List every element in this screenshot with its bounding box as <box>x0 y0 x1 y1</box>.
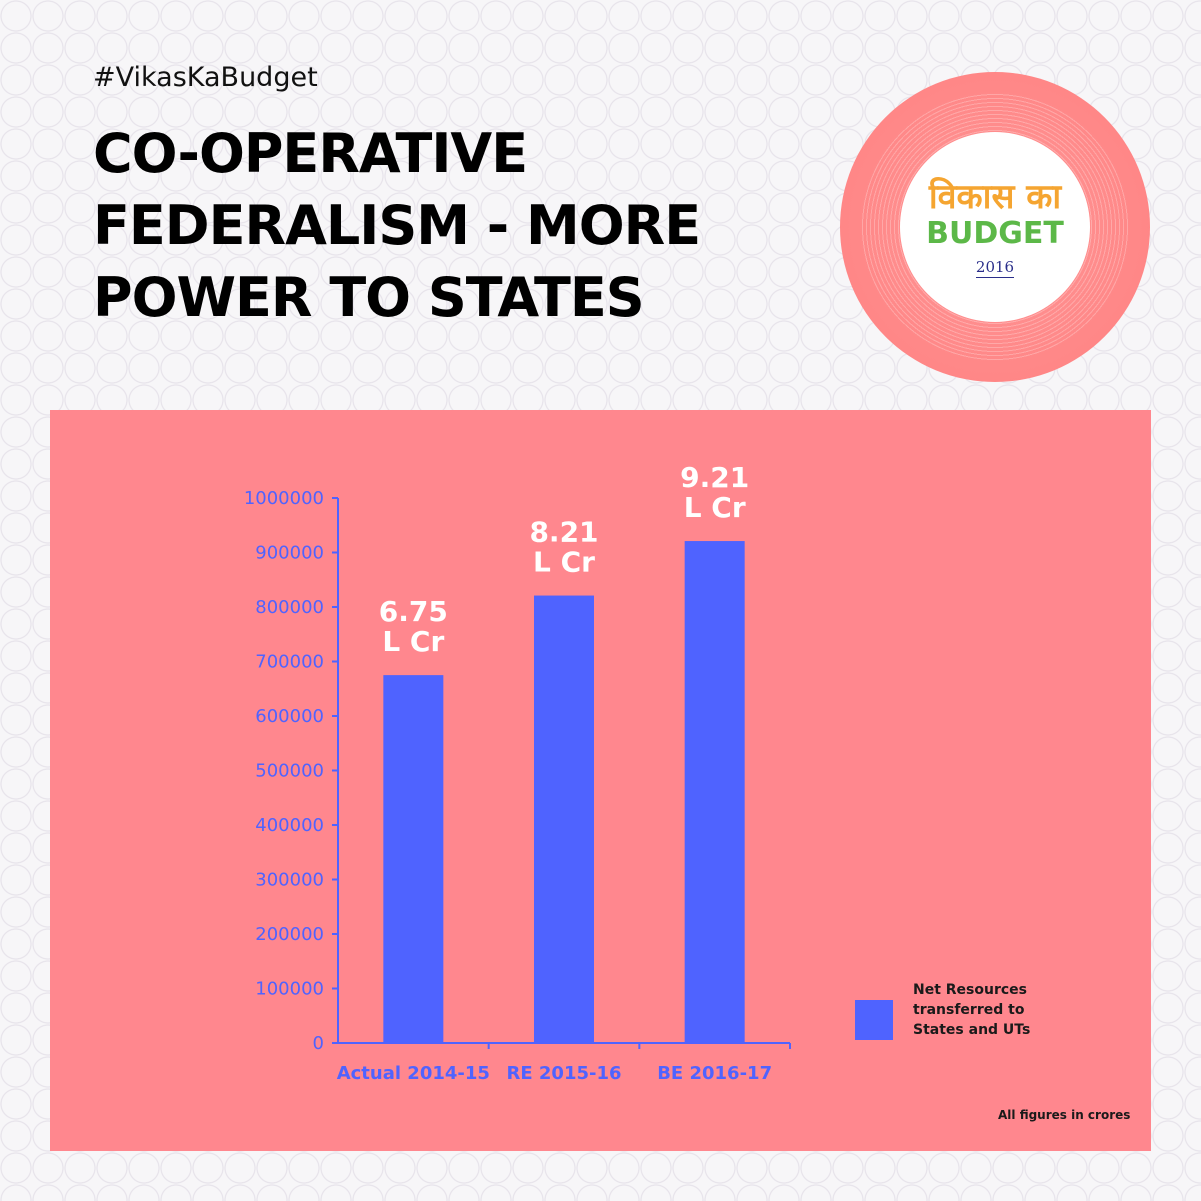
y-tick-label: 300000 <box>255 870 324 891</box>
bar <box>534 595 594 1043</box>
badge-inner: विकास का BUDGET 2016 <box>900 132 1090 322</box>
badge-year: 2016 <box>900 258 1090 278</box>
bar <box>684 541 745 1043</box>
y-tick-label: 600000 <box>255 706 324 727</box>
y-tick-label: 500000 <box>255 761 324 782</box>
legend-label: Net Resources transferred to States and … <box>913 982 1031 1038</box>
y-tick-label: 900000 <box>255 543 324 564</box>
y-tick-label: 800000 <box>255 597 324 618</box>
data-label: 6.75 L Cr <box>379 595 448 658</box>
badge-hindi-text: विकास का <box>928 177 1062 217</box>
y-tick-label: 200000 <box>255 924 324 945</box>
x-tick-label: RE 2015-16 <box>506 1063 621 1084</box>
y-tick-label: 0 <box>313 1033 324 1054</box>
data-label: 8.21 L Cr <box>529 516 598 579</box>
x-tick-label: Actual 2014-15 <box>337 1063 490 1084</box>
y-tick-label: 700000 <box>255 652 324 673</box>
y-tick-label: 400000 <box>255 815 324 836</box>
x-tick-label: BE 2016-17 <box>657 1063 772 1084</box>
badge-year-text: 2016 <box>975 258 1015 278</box>
budget-logo-badge: विकास का BUDGET 2016 <box>840 72 1150 382</box>
y-tick-label: 1000000 <box>244 488 324 509</box>
bar-chart: 0 100000 200000 300000 400000 500000 600000 700… <box>244 461 791 1084</box>
legend-swatch <box>855 1000 893 1040</box>
hashtag: #VikasKaBudget <box>93 62 318 93</box>
page-title: CO-OPERATIVE FEDERALISM - MORE POWER TO … <box>93 122 701 329</box>
bar <box>383 675 444 1043</box>
data-label: 9.21 L Cr <box>680 461 749 524</box>
badge-budget-text: BUDGET <box>926 216 1064 251</box>
figures-note: All figures in crores <box>998 1108 1131 1122</box>
chart-panel: 0 100000 200000 300000 400000 500000 600000 700… <box>50 410 1151 1151</box>
y-tick-label: 100000 <box>255 979 324 1000</box>
